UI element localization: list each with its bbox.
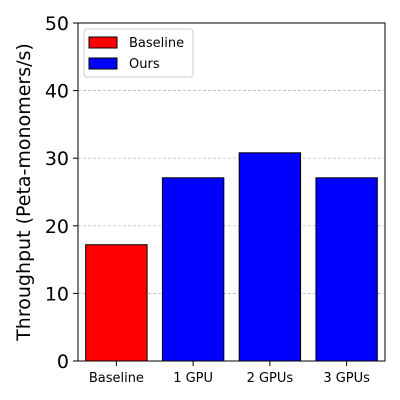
x-tick-label-1-gpu: 1 GPU — [173, 371, 213, 386]
y-tick-label-40: 40 — [45, 81, 69, 103]
y-tick-label-20: 20 — [45, 216, 69, 238]
legend: Baseline Ours — [83, 28, 194, 78]
x-tick-label-3-gpus: 3 GPUs — [323, 371, 370, 386]
x-tick-label-baseline: Baseline — [89, 371, 144, 386]
bar-2-gpus — [238, 152, 302, 362]
plot-frame — [77, 22, 386, 362]
y-axis-ticks: 0 10 20 30 40 50 — [45, 13, 78, 373]
legend-label-baseline: Baseline — [129, 36, 184, 51]
x-axis-ticks: Baseline 1 GPU 2 GPUs 3 GPUs — [89, 361, 370, 386]
y-axis-title: Throughput (Peta-monomers/s) — [13, 43, 35, 342]
bar-baseline — [85, 244, 148, 362]
y-tick-label-0: 0 — [57, 351, 69, 373]
bar-3-gpus — [315, 177, 378, 362]
x-tick-label-2-gpus: 2 GPUs — [247, 371, 294, 386]
y-tick-label-30: 30 — [45, 148, 69, 170]
legend-swatch-ours — [88, 57, 118, 70]
bar-1-gpu — [161, 177, 225, 362]
y-tick-label-50: 50 — [45, 13, 69, 35]
bars — [85, 152, 378, 362]
legend-label-ours: Ours — [129, 57, 160, 72]
y-tick-label-10: 10 — [45, 283, 69, 305]
legend-swatch-baseline — [88, 36, 118, 49]
